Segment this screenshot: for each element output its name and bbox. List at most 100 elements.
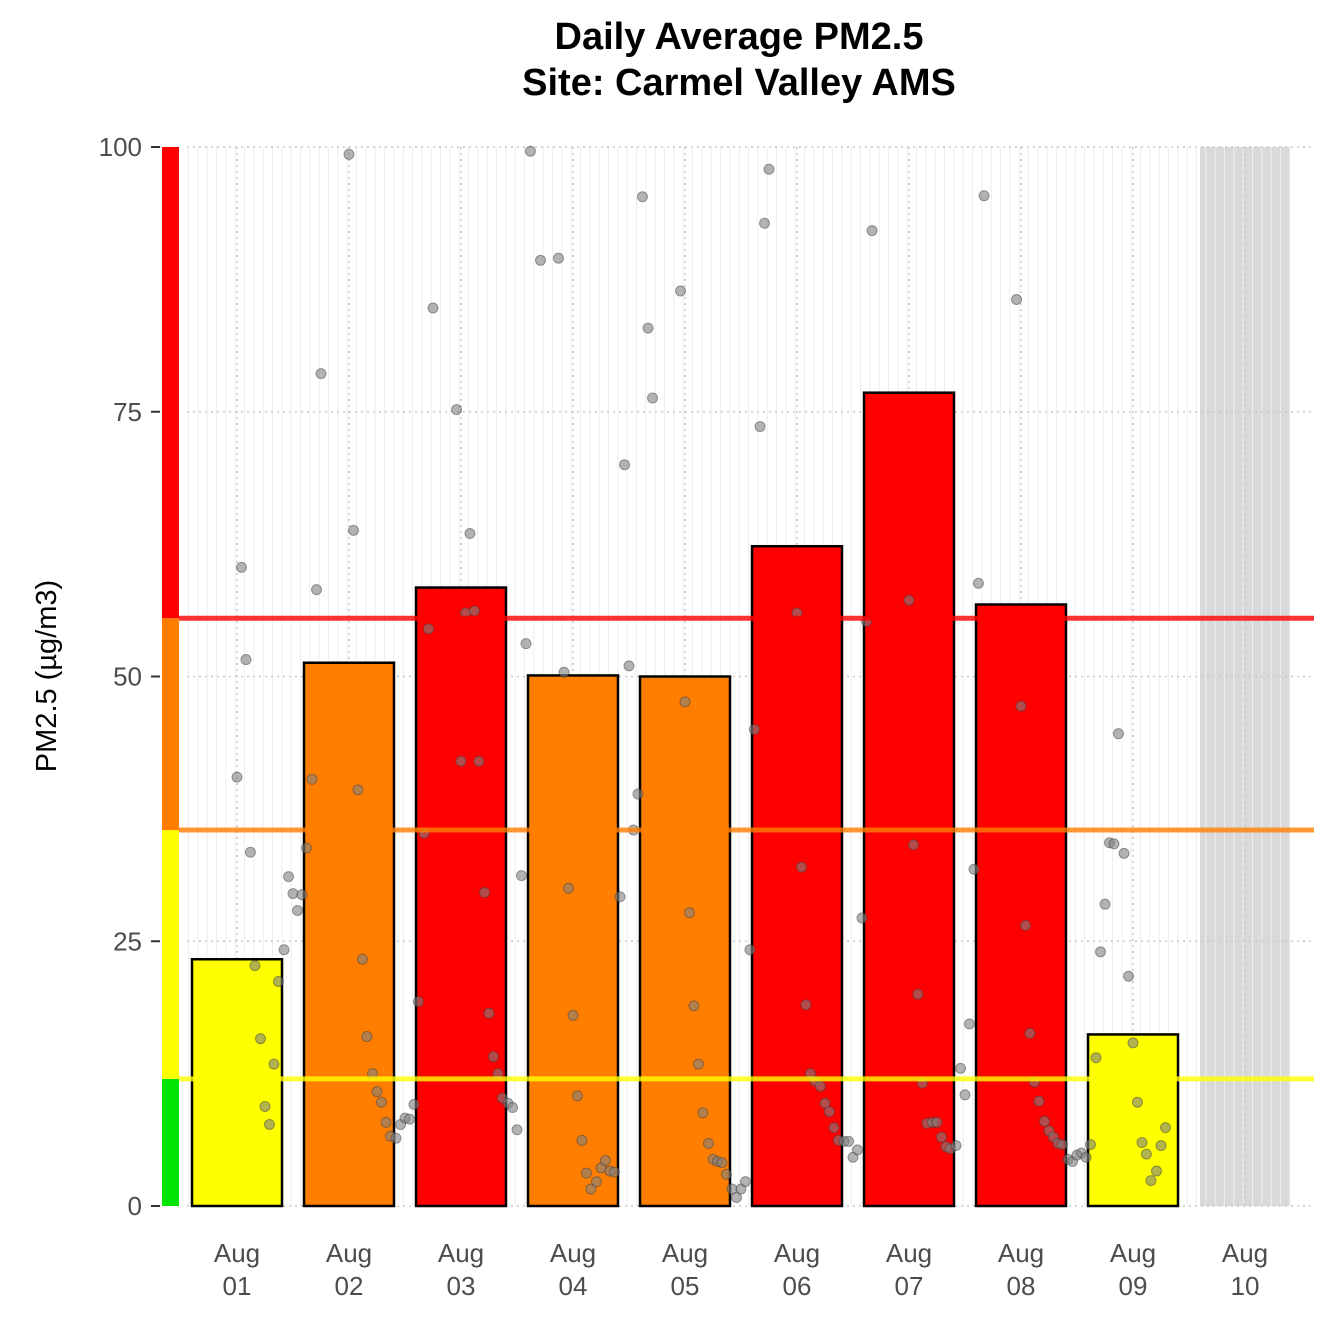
hourly-point bbox=[287, 888, 299, 900]
hourly-point bbox=[306, 773, 318, 785]
hourly-point bbox=[524, 145, 536, 157]
hourly-point bbox=[972, 577, 984, 589]
hourly-point bbox=[412, 996, 424, 1008]
hourly-point bbox=[1056, 1139, 1068, 1151]
hourly-point bbox=[955, 1062, 967, 1074]
hourly-point bbox=[1019, 919, 1031, 931]
hourly-point bbox=[473, 755, 485, 767]
hourly-point bbox=[464, 528, 476, 540]
hourly-point bbox=[1155, 1140, 1167, 1152]
hourly-point bbox=[576, 1134, 588, 1146]
hourly-point bbox=[692, 1058, 704, 1070]
x-tick-label: Aug 02 bbox=[326, 1238, 372, 1301]
hourly-point bbox=[754, 421, 766, 433]
x-tick-label: Aug 06 bbox=[774, 1238, 820, 1301]
bar-aug-02 bbox=[302, 661, 396, 1208]
hourly-point bbox=[272, 975, 284, 987]
hourly-point bbox=[558, 666, 570, 678]
hourly-point bbox=[866, 225, 878, 237]
x-tick-label: Aug 04 bbox=[550, 1238, 596, 1301]
hourly-point bbox=[683, 907, 695, 919]
axes-layer: 0 25 50 75 100 Aug 01 Aug 02 Aug 03 Aug 04 Aug 05 Aug 06… bbox=[99, 132, 1269, 1301]
hourly-point bbox=[283, 871, 295, 883]
hourly-point bbox=[950, 1140, 962, 1152]
hourly-point bbox=[249, 960, 261, 972]
hourly-point bbox=[1039, 1115, 1051, 1127]
hourly-point bbox=[468, 605, 480, 617]
hourly-point bbox=[296, 889, 308, 901]
hourly-point bbox=[903, 594, 915, 606]
y-tick-label: 75 bbox=[113, 397, 142, 427]
hourly-point bbox=[1090, 1052, 1102, 1064]
bar-aug-05 bbox=[638, 675, 732, 1208]
hourly-point bbox=[959, 1089, 971, 1101]
hourly-point bbox=[259, 1100, 271, 1112]
aqi-band bbox=[162, 830, 179, 1079]
hourly-point bbox=[255, 1033, 267, 1045]
hourly-point bbox=[1011, 293, 1023, 305]
hourly-point bbox=[1151, 1165, 1163, 1177]
x-tick-label: Aug 10 bbox=[1222, 1238, 1268, 1301]
y-axis-title: PM2.5 (µg/m3) bbox=[31, 580, 63, 772]
hourly-point bbox=[978, 190, 990, 202]
hourly-point bbox=[371, 1086, 383, 1098]
hourly-point bbox=[347, 524, 359, 536]
bar-aug-08 bbox=[974, 603, 1068, 1208]
x-tick-label: Aug 01 bbox=[214, 1238, 260, 1301]
hourly-point bbox=[567, 1009, 579, 1021]
hourly-point bbox=[390, 1132, 402, 1144]
hourly-point bbox=[1099, 898, 1111, 910]
hourly-point bbox=[614, 891, 626, 903]
hourly-point bbox=[455, 755, 467, 767]
hourly-point bbox=[716, 1157, 728, 1169]
bar-aug-09 bbox=[1086, 1033, 1180, 1208]
x-tick-label: Aug 09 bbox=[1110, 1238, 1156, 1301]
hourly-point bbox=[763, 163, 775, 175]
hourly-point bbox=[563, 882, 575, 894]
y-tick-label: 25 bbox=[113, 926, 142, 956]
hourly-point bbox=[1033, 1095, 1045, 1107]
hourly-point bbox=[675, 285, 687, 297]
hourly-point bbox=[1127, 1037, 1139, 1049]
hourly-point bbox=[931, 1116, 943, 1128]
bars-layer bbox=[190, 391, 1180, 1208]
hourly-point bbox=[720, 1168, 732, 1180]
hourly-point bbox=[1145, 1175, 1157, 1187]
x-tick-label: Aug 08 bbox=[998, 1238, 1044, 1301]
hourly-point bbox=[1131, 1096, 1143, 1108]
hourly-point bbox=[1015, 700, 1027, 712]
hourly-point bbox=[828, 1122, 840, 1134]
hourly-point bbox=[739, 1176, 751, 1188]
hourly-point bbox=[352, 784, 364, 796]
hourly-point bbox=[819, 1097, 831, 1109]
hourly-point bbox=[278, 944, 290, 956]
hourly-point bbox=[356, 953, 368, 965]
hourly-point bbox=[403, 1113, 415, 1125]
threshold-lines-layer bbox=[179, 615, 1314, 1082]
hourly-point bbox=[1080, 1151, 1092, 1163]
hourly-point bbox=[1084, 1139, 1096, 1151]
bar-aug-07 bbox=[862, 391, 956, 1208]
hourly-point bbox=[311, 584, 323, 596]
hourly-point bbox=[423, 623, 435, 635]
hourly-point bbox=[1140, 1148, 1152, 1160]
hourly-point bbox=[795, 861, 807, 873]
aqi-band bbox=[162, 1078, 179, 1206]
bar-aug-06 bbox=[750, 544, 844, 1208]
hourly-point bbox=[968, 863, 980, 875]
hourly-point bbox=[851, 1144, 863, 1156]
aqi-band bbox=[162, 618, 179, 831]
bar-aug-03 bbox=[414, 586, 508, 1208]
hourly-point bbox=[552, 252, 564, 264]
hourly-point bbox=[1136, 1136, 1148, 1148]
hourly-point bbox=[511, 1124, 523, 1136]
hourly-point bbox=[642, 322, 654, 334]
hourly-point bbox=[912, 988, 924, 1000]
hourly-point bbox=[608, 1166, 620, 1178]
hourly-point bbox=[1108, 838, 1120, 850]
hourly-point bbox=[263, 1118, 275, 1130]
hourly-point bbox=[599, 1154, 611, 1166]
bar-aug-01 bbox=[190, 958, 284, 1208]
hourly-point bbox=[703, 1138, 715, 1150]
hourly-point bbox=[679, 696, 691, 708]
